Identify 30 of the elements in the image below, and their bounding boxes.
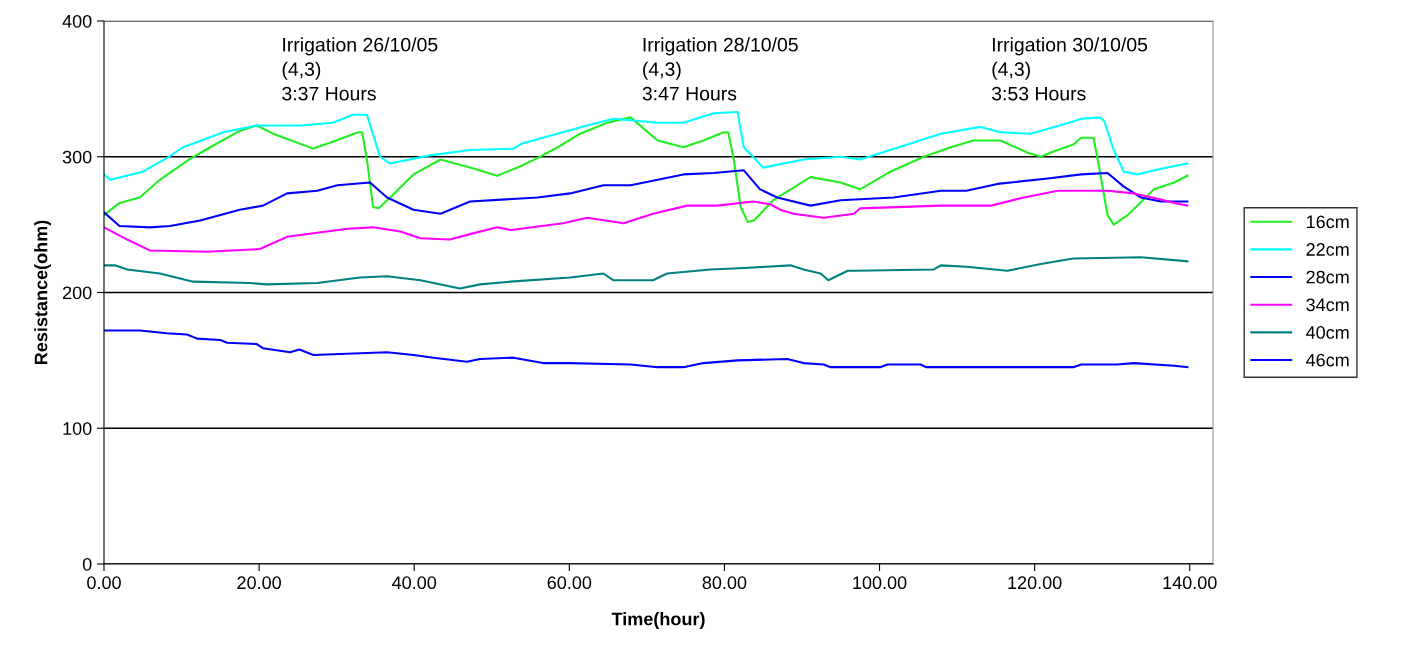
x-tick-label: 100.00 — [853, 576, 907, 590]
y-tick-label: 200 — [62, 286, 92, 300]
x-tick-label: 80.00 — [702, 576, 747, 590]
y-tick-label: 0 — [82, 557, 92, 571]
legend-label: 22cm — [1306, 243, 1349, 256]
y-axis-title: Resistance(ohm) — [34, 220, 51, 365]
line-series — [104, 329, 1189, 369]
x-tick-label: 140.00 — [1163, 576, 1217, 590]
x-tick-label: 0.00 — [87, 576, 121, 590]
line-series — [104, 256, 1189, 290]
line-series — [104, 110, 1189, 181]
x-tick-label: 120.00 — [1008, 576, 1062, 590]
y-tick-label: 300 — [62, 150, 92, 164]
y-tick-label: 400 — [62, 14, 92, 28]
annotation: Irrigation 30/10/05 (4,3) 3:53 Hours — [991, 37, 1148, 101]
annotation: Irrigation 28/10/05 (4,3) 3:47 Hours — [642, 37, 798, 101]
x-axis-title: Time(hour) — [611, 612, 705, 629]
x-tick-label: 60.00 — [547, 576, 592, 590]
line-series — [104, 116, 1189, 226]
line-series — [104, 169, 1189, 229]
x-tick-label: 40.00 — [392, 576, 437, 590]
y-tick-label: 100 — [63, 422, 92, 435]
legend-label: 28cm — [1306, 270, 1349, 284]
line-series — [104, 189, 1189, 253]
legend-label: 34cm — [1306, 298, 1349, 312]
legend-label: 40cm — [1306, 326, 1349, 339]
annotation: Irrigation 26/10/05 (4,3) 3:37 Hours — [282, 37, 438, 101]
legend-label: 46cm — [1306, 353, 1349, 367]
legend-label: 16cm — [1306, 215, 1349, 229]
x-tick-label: 20.00 — [237, 576, 281, 590]
